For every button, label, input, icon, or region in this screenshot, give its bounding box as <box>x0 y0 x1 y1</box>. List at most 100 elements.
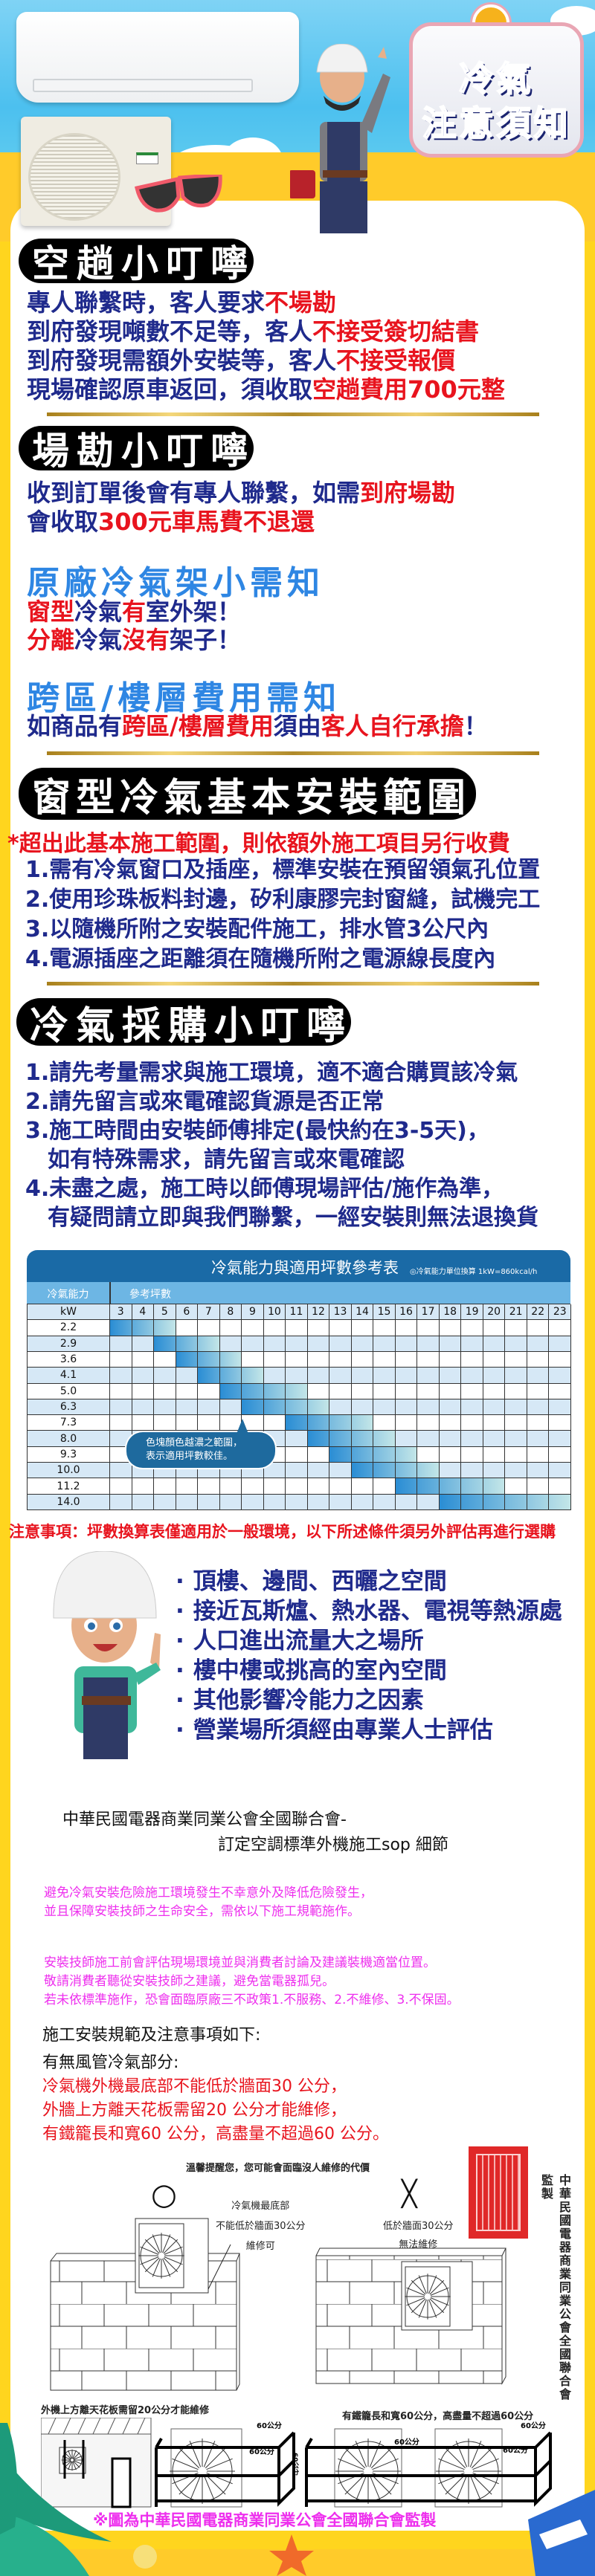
area-cell <box>263 1478 286 1495</box>
area-cell <box>549 1478 571 1495</box>
area-cell <box>263 1463 286 1479</box>
area-cell <box>263 1368 286 1384</box>
area-cell <box>263 1383 286 1399</box>
area-cell <box>176 1494 199 1510</box>
text-segment: 到府發現噸數不足等，客人 <box>27 317 313 346</box>
area-cell <box>263 1351 286 1368</box>
bracket-lines: 窗型冷氣有室外架！ 分離冷氣沒有架子！ <box>27 598 241 654</box>
area-cell <box>395 1399 418 1416</box>
list-item: 3.施工時間由安裝師傅排定(最快約在3-5天)， <box>25 1116 538 1145</box>
area-cell <box>395 1368 418 1384</box>
text-line: 會收取300元車馬費不退還 <box>27 508 455 537</box>
area-cell <box>417 1446 440 1463</box>
area-cell <box>110 1383 132 1399</box>
area-cell <box>439 1494 462 1510</box>
text-segment: 不接受簽切結書 <box>312 317 480 346</box>
capacity-row-label: 8.0 <box>28 1431 110 1447</box>
area-cell <box>286 1351 308 1368</box>
area-cell <box>198 1399 220 1416</box>
area-cell <box>307 1431 330 1447</box>
area-cell <box>351 1336 374 1352</box>
list-item: · 其他影響冷能力之因素 <box>176 1686 562 1715</box>
capacity-row-label: 4.1 <box>28 1368 110 1384</box>
list-item-text: 如有特殊需求，請先留言或來電確認 <box>48 1147 405 1173</box>
area-cell <box>176 1415 199 1431</box>
area-cell <box>439 1336 462 1352</box>
area-column-header: 22 <box>527 1304 550 1321</box>
area-cell <box>351 1463 374 1479</box>
sunglasses-icon <box>134 175 222 213</box>
area-cell <box>154 1478 176 1495</box>
dim-vertical-label: 60公分 <box>291 2453 298 2476</box>
cage-diagrams <box>41 2418 552 2508</box>
purchase-heading: 冷氣採購小叮嚀 <box>16 998 351 1049</box>
text-segment: 現場確認原車返回，須收取 <box>27 375 313 404</box>
area-column-header: 9 <box>242 1304 264 1321</box>
area-column-header: 21 <box>505 1304 527 1321</box>
area-cell <box>219 1494 242 1510</box>
capacity-area-table: 冷氣能力與適用坪數參考表 ◎冷氣能力單位換算 1kW=860kcal/h 冷氣能… <box>27 1250 571 1510</box>
area-cell <box>286 1446 308 1463</box>
area-cell <box>263 1399 286 1416</box>
area-cell <box>286 1336 308 1352</box>
area-cell <box>395 1446 418 1463</box>
duct-heading: 有無風管冷氣部分: <box>42 2054 179 2072</box>
area-cell <box>505 1368 527 1384</box>
text-segment: 跨區/樓層費用 <box>122 712 274 740</box>
area-cell <box>417 1463 440 1479</box>
area-cell <box>373 1383 396 1399</box>
area-cell <box>154 1415 176 1431</box>
capacity-row-label: 10.0 <box>28 1463 110 1479</box>
area-cell <box>351 1478 374 1495</box>
area-cell <box>242 1336 264 1352</box>
text-line: 現場確認原車返回，須收取空趟費用700元整 <box>27 375 505 404</box>
area-cell <box>110 1399 132 1416</box>
area-cell <box>395 1478 418 1495</box>
area-cell <box>286 1478 308 1495</box>
area-cell <box>110 1494 132 1510</box>
sop-rules: 冷氣機外機最底部不能低於牆面30 公分， 外牆上方離天花板需留20 公分才能維修… <box>42 2075 389 2146</box>
text-line: 到府發現噸數不足等，客人不接受簽切結書 <box>27 317 505 346</box>
page-title-line2: 注意須知 <box>422 103 571 144</box>
capacity-row-label: 2.2 <box>28 1320 110 1336</box>
dim-label: 60公分 <box>521 2422 546 2430</box>
area-cell <box>483 1320 506 1336</box>
area-cell <box>549 1494 571 1510</box>
area-cell <box>286 1431 308 1447</box>
area-cell <box>329 1431 352 1447</box>
area-cell <box>483 1383 506 1399</box>
worker-illustration <box>290 44 390 233</box>
area-cell <box>286 1494 308 1510</box>
area-cell <box>461 1399 483 1416</box>
purchase-items: 1.請先考量需求與施工環境，適不適合購買該冷氣 2.請先留言或來電確認貨源是否正常… <box>25 1058 538 1232</box>
area-column-header: 4 <box>132 1304 155 1321</box>
area-cell <box>286 1415 308 1431</box>
area-cell <box>263 1494 286 1510</box>
area-cell <box>505 1494 527 1510</box>
area-cell <box>483 1351 506 1368</box>
area-cell <box>373 1351 396 1368</box>
list-item-text: 1.請先考量需求與施工環境，適不適合購買該冷氣 <box>25 1060 518 1086</box>
site-survey-lines: 收到訂單後會有專人聯繫，如需到府場勘 會收取300元車馬費不退還 <box>27 479 455 537</box>
area-cell <box>461 1494 483 1510</box>
capacity-row-label: 9.3 <box>28 1446 110 1463</box>
area-cell <box>505 1399 527 1416</box>
capacity-row-label: 14.0 <box>28 1494 110 1510</box>
area-cell <box>527 1320 550 1336</box>
area-cell <box>505 1336 527 1352</box>
area-cell <box>307 1351 330 1368</box>
ng-text-line: 低於牆面30公分 <box>383 2221 454 2232</box>
area-cell <box>198 1383 220 1399</box>
list-item-text: 3.以隨機所附之安裝配件施工，排水管3公尺內 <box>25 916 489 942</box>
window-install-heading: 窗型冷氣基本安裝範圍 <box>19 768 476 821</box>
list-item: 1.請先考量需求與施工環境，適不適合購買該冷氣 <box>25 1058 538 1087</box>
area-cell <box>461 1415 483 1431</box>
area-column-header: 14 <box>351 1304 374 1321</box>
text-segment: 有 <box>122 598 147 626</box>
area-cell <box>549 1320 571 1336</box>
area-cell <box>286 1368 308 1384</box>
area-column-header: 15 <box>373 1304 396 1321</box>
beach-decoration <box>0 2423 595 2576</box>
area-cell <box>483 1431 506 1447</box>
area-cell <box>176 1478 199 1495</box>
